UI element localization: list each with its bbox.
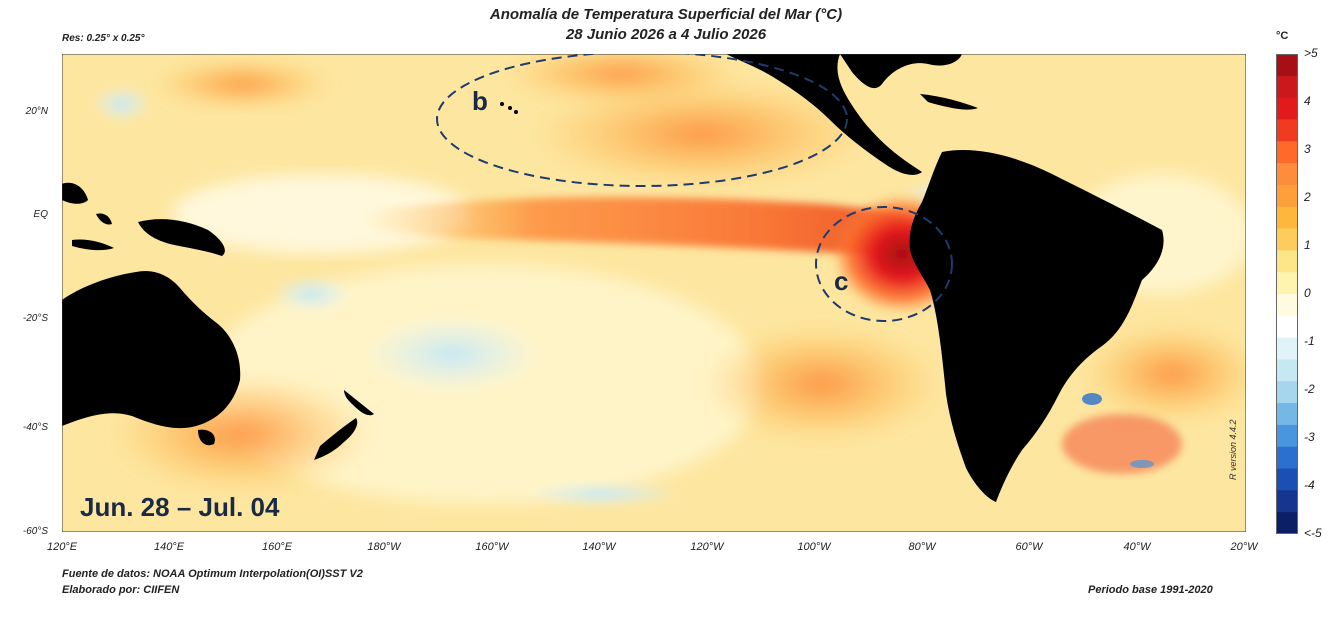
lat-label-60s: -60°S bbox=[22, 526, 48, 537]
colorbar-swatch bbox=[1276, 228, 1298, 251]
elaborated-by: Elaborado por: CIIFEN bbox=[62, 584, 180, 596]
colorbar-tick-label: 3 bbox=[1304, 142, 1311, 156]
colorbar-tick-label: >5 bbox=[1304, 46, 1318, 60]
colorbar-swatch bbox=[1276, 381, 1298, 404]
colorbar-tick-label: 1 bbox=[1304, 238, 1311, 252]
colorbar-swatch bbox=[1276, 468, 1298, 491]
colorbar-unit: °C bbox=[1276, 30, 1289, 42]
map-date-range: 28 Junio 2026 a 4 Julio 2026 bbox=[565, 26, 767, 43]
region-c-outline bbox=[815, 206, 953, 322]
colorbar-swatch bbox=[1276, 272, 1298, 295]
colorbar-swatch bbox=[1276, 294, 1298, 317]
lat-label-eq: EQ bbox=[33, 209, 48, 220]
colorbar-swatch bbox=[1276, 446, 1298, 470]
lon-label: 140°E bbox=[153, 541, 185, 553]
colorbar-tick-label: -3 bbox=[1304, 430, 1315, 444]
data-source: Fuente de datos: NOAA Optimum Interpolat… bbox=[62, 568, 363, 580]
region-b-label: b bbox=[472, 86, 488, 116]
lat-label-20s: -20°S bbox=[22, 313, 48, 324]
colorbar-swatch bbox=[1276, 206, 1298, 230]
colorbar-swatch bbox=[1276, 359, 1298, 382]
version-label: R version 4.4.2 bbox=[1228, 419, 1238, 480]
colorbar bbox=[1276, 54, 1298, 534]
sst-anomaly-map: b c Jun. 28 – Jul. 04 bbox=[62, 54, 1246, 532]
base-period: Periodo base 1991-2020 bbox=[1088, 584, 1213, 596]
lon-label: 180°W bbox=[367, 541, 401, 553]
lon-label: 120°E bbox=[46, 541, 78, 553]
lat-label-20n: 20°N bbox=[25, 106, 48, 117]
colorbar-swatch bbox=[1276, 54, 1298, 77]
colorbar-swatch bbox=[1276, 119, 1298, 142]
colorbar-swatch bbox=[1276, 490, 1298, 513]
colorbar-swatch bbox=[1276, 403, 1298, 426]
colorbar-swatch bbox=[1276, 315, 1298, 339]
colorbar-tick-label: 2 bbox=[1304, 190, 1311, 204]
map-title: Anomalía de Temperatura Superficial del … bbox=[489, 6, 843, 23]
region-b-outline bbox=[436, 54, 848, 187]
lon-label: 160°E bbox=[261, 541, 293, 553]
period-overlay-label: Jun. 28 – Jul. 04 bbox=[80, 492, 280, 522]
colorbar-swatch bbox=[1276, 141, 1298, 164]
colorbar-swatch bbox=[1276, 75, 1298, 99]
colorbar-swatch bbox=[1276, 424, 1298, 448]
colorbar-swatch bbox=[1276, 337, 1298, 360]
colorbar-tick-label: <-5 bbox=[1304, 526, 1322, 540]
lon-label: 160°W bbox=[475, 541, 509, 553]
lon-label: 100°W bbox=[797, 541, 831, 553]
lon-label: 60°W bbox=[1015, 541, 1043, 553]
colorbar-tick-label: -2 bbox=[1304, 382, 1315, 396]
lon-label: 20°W bbox=[1230, 541, 1258, 553]
lon-label: 120°W bbox=[690, 541, 724, 553]
lon-label: 80°W bbox=[908, 541, 936, 553]
colorbar-swatch bbox=[1276, 250, 1298, 273]
colorbar-swatch bbox=[1276, 97, 1298, 120]
colorbar-tick-label: -4 bbox=[1304, 478, 1315, 492]
resolution-label: Res: 0.25° x 0.25° bbox=[62, 33, 145, 44]
colorbar-swatch bbox=[1276, 512, 1298, 534]
colorbar-tick-label: 0 bbox=[1304, 286, 1311, 300]
colorbar-tick-label: 4 bbox=[1304, 94, 1311, 108]
colorbar-frame bbox=[1276, 54, 1298, 534]
colorbar-tick-label: -1 bbox=[1304, 334, 1315, 348]
lat-label-40s: -40°S bbox=[22, 422, 48, 433]
colorbar-swatch bbox=[1276, 163, 1298, 186]
colorbar-swatch bbox=[1276, 184, 1298, 208]
lon-label: 140°W bbox=[582, 541, 616, 553]
region-c-label: c bbox=[834, 266, 848, 296]
lon-label: 40°W bbox=[1123, 541, 1151, 553]
